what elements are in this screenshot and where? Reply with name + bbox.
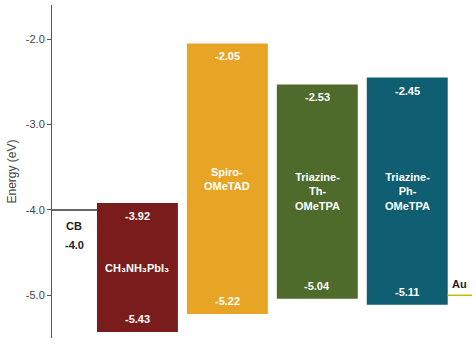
svg-text:CB: CB [66, 220, 82, 232]
svg-text:-4.0: -4.0 [65, 239, 84, 251]
svg-text:-5.22: -5.22 [215, 295, 240, 307]
svg-text:Triazine-Th-OMeTPA: Triazine-Th-OMeTPA [295, 171, 340, 212]
svg-text:-5.04: -5.04 [304, 280, 330, 292]
svg-text:-3.92: -3.92 [125, 210, 150, 222]
svg-text:Spiro-OMeTAD: Spiro-OMeTAD [204, 166, 250, 192]
svg-text:-3.0: -3.0 [26, 118, 45, 130]
svg-text:-5.0: -5.0 [26, 289, 45, 301]
svg-text:-5.11: -5.11 [395, 286, 419, 298]
svg-text:-4.0: -4.0 [26, 204, 45, 216]
svg-text:Triazine-Ph-OMeTPA: Triazine-Ph-OMeTPA [385, 171, 430, 212]
svg-text:-5.43: -5.43 [125, 313, 150, 325]
svg-text:-2.0: -2.0 [26, 33, 45, 45]
svg-text:Au: Au [452, 278, 467, 290]
svg-text:CH₃NH₃PbI₃: CH₃NH₃PbI₃ [105, 262, 169, 274]
svg-text:Energy (eV): Energy (eV) [5, 139, 19, 203]
svg-text:-2.53: -2.53 [305, 91, 330, 103]
svg-text:-2.45: -2.45 [395, 85, 420, 97]
svg-text:-2.05: -2.05 [215, 50, 240, 62]
